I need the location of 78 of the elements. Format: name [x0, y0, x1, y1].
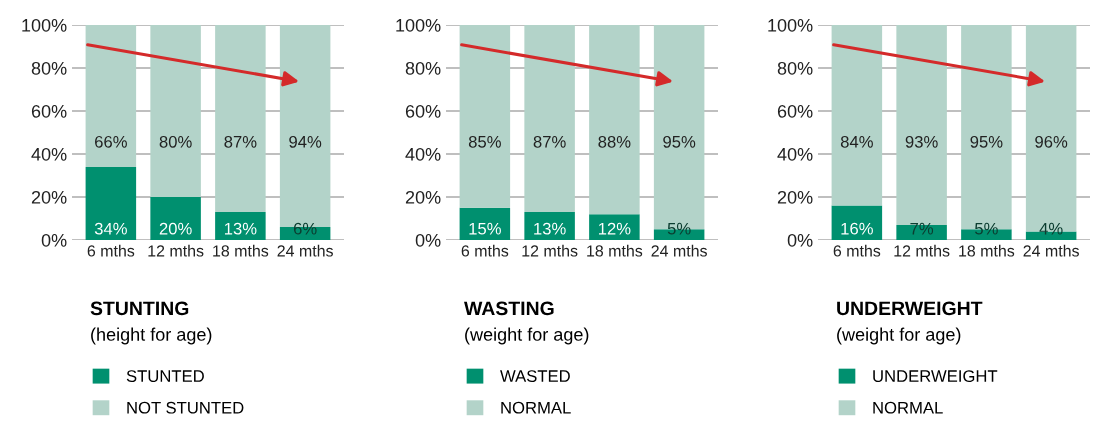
text: 93%: [905, 135, 938, 148]
text: 4%: [1039, 222, 1063, 235]
x-tick-label: 6 mths: [87, 244, 135, 257]
bar: [524, 212, 575, 240]
y-tick-label: 60%: [405, 104, 441, 118]
text: 13%: [224, 222, 257, 235]
text: 87%: [224, 135, 257, 148]
text: 94%: [289, 135, 322, 148]
legend-label: NOT STUNTED: [127, 401, 244, 414]
text: STUNTING: [90, 301, 189, 316]
text: 16%: [841, 222, 873, 235]
bar: [150, 25, 201, 197]
bar: [589, 214, 640, 240]
bar: [85, 25, 137, 167]
x-tick-label: 18 mths: [587, 244, 643, 257]
y-tick-label: 100%: [768, 18, 813, 32]
y-tick-label: 80%: [31, 61, 67, 75]
y-tick-label: 0%: [41, 233, 67, 247]
text: 88%: [598, 135, 631, 148]
legend-label: NORMAL: [501, 401, 571, 414]
bar: [589, 25, 640, 215]
bar: [215, 25, 266, 213]
text: 12%: [598, 222, 631, 235]
x-tick-label: 18 mths: [959, 244, 1015, 257]
text: WASTING: [464, 301, 554, 316]
x-tick-label: 12 mths: [894, 244, 950, 257]
y-tick-label: 100%: [22, 18, 67, 32]
text: 95%: [970, 135, 1003, 148]
text: 34%: [94, 222, 127, 235]
y-tick-label: 40%: [405, 147, 441, 161]
bar: [215, 212, 266, 240]
x-tick-label: 24 mths: [1023, 244, 1079, 257]
text: (weight for age): [465, 327, 589, 345]
text: 7%: [910, 222, 934, 235]
x-tick-label: 18 mths: [213, 244, 269, 257]
y-tick-label: 100%: [396, 18, 441, 32]
bar: [85, 166, 137, 240]
y-tick-label: 0%: [415, 233, 441, 247]
x-tick-label: 24 mths: [651, 244, 707, 257]
y-tick-label: 20%: [777, 190, 813, 204]
text: 96%: [1035, 135, 1068, 148]
y-tick-label: 60%: [777, 104, 813, 118]
bar: [459, 207, 511, 240]
legend-label: UNDERWEIGHT: [873, 370, 998, 382]
x-tick-label: 6 mths: [461, 244, 509, 257]
text: 15%: [469, 222, 501, 235]
y-tick-label: 80%: [777, 61, 813, 75]
legend-label: STUNTED: [126, 370, 204, 382]
x-tick-label: 12 mths: [522, 244, 578, 257]
text: 80%: [159, 135, 192, 148]
text: (height for age): [91, 327, 212, 345]
bar: [831, 25, 883, 206]
text: 95%: [663, 135, 696, 148]
y-tick-label: 60%: [31, 104, 67, 118]
bar: [831, 205, 883, 240]
x-tick-label: 24 mths: [277, 244, 333, 257]
text: 66%: [95, 135, 127, 148]
y-tick-label: 40%: [777, 147, 813, 161]
bar: [896, 224, 947, 240]
bar: [524, 25, 575, 213]
text: 87%: [533, 135, 566, 148]
x-tick-label: 6 mths: [833, 244, 881, 257]
bar: [150, 197, 201, 240]
y-tick-label: 20%: [405, 190, 441, 204]
x-tick-label: 12 mths: [148, 244, 204, 257]
text: 20%: [159, 222, 192, 235]
y-tick-label: 0%: [787, 233, 813, 247]
y-tick-label: 40%: [31, 147, 67, 161]
bar: [459, 25, 511, 208]
legend-label: WASTED: [500, 370, 570, 382]
text: 84%: [840, 135, 873, 148]
text: 13%: [534, 222, 566, 235]
text: 85%: [468, 135, 501, 148]
text: (weight for age): [837, 327, 961, 345]
y-tick-label: 20%: [31, 190, 67, 204]
text: UNDERWEIGHT: [837, 301, 983, 316]
y-tick-label: 80%: [405, 61, 441, 75]
legend-label: NORMAL: [873, 401, 943, 414]
